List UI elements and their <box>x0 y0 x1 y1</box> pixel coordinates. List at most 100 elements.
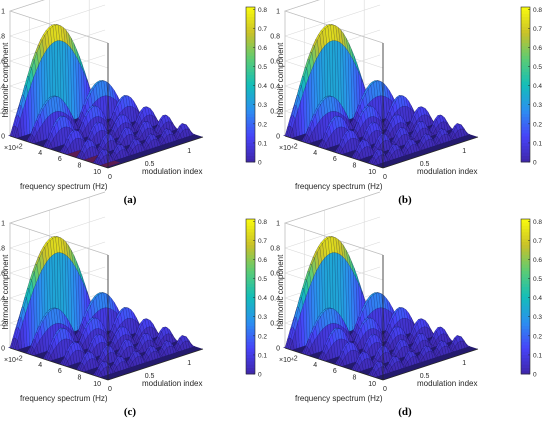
surface-patch <box>190 130 196 136</box>
colorbar-tick-label: 0.2 <box>258 333 267 340</box>
colorbar-segment <box>246 87 255 92</box>
colorbar-segment <box>246 335 255 339</box>
colorbar-segment <box>521 335 530 339</box>
colorbar-segment <box>521 302 530 307</box>
colorbar-segment <box>246 45 255 50</box>
y-tick-label: 4 <box>38 362 42 369</box>
colorbar-segment <box>246 145 255 150</box>
y-axis-label: frequency spectrum (Hz) <box>295 394 383 403</box>
axes-lines <box>9 255 204 381</box>
z-tick-label: 0.2 <box>270 321 280 328</box>
colorbar-segment <box>521 286 530 291</box>
colorbar-segment <box>246 42 255 47</box>
colorbar-segment <box>246 116 255 121</box>
colorbar-segment <box>521 238 530 243</box>
colorbar-tick-label: 0.8 <box>533 219 542 226</box>
colorbar-segment <box>246 94 255 98</box>
colorbar-segment <box>246 293 255 297</box>
colorbar-segment <box>246 29 255 34</box>
colorbar-tick-label: 0.6 <box>533 257 542 264</box>
colorbar-segment <box>521 290 530 294</box>
y-tick-label: 8 <box>77 375 81 382</box>
colorbar-frame <box>245 218 256 375</box>
colorbar-segment <box>521 7 530 11</box>
colorbar-segment <box>521 267 530 272</box>
colorbar-tick-label: 0.6 <box>258 257 267 264</box>
z-axis-label: harmonic component <box>1 42 10 117</box>
colorbar-segment <box>521 280 530 284</box>
colorbar-segment <box>246 328 255 333</box>
colorbar-segment <box>521 26 530 31</box>
x-axis-label: modulation index <box>417 167 477 176</box>
colorbar-tick-label: 0.4 <box>533 83 542 90</box>
colorbar-segment <box>521 84 530 89</box>
colorbar-segment <box>246 228 255 233</box>
y-multiplier-label: ×10⁴ <box>4 357 19 364</box>
colorbar-tick-label: 0.5 <box>533 276 542 283</box>
colorbar-segment <box>246 23 255 27</box>
colorbar-segment <box>521 257 530 262</box>
y-tick-label: 6 <box>58 368 62 375</box>
colorbar-segment <box>246 52 255 56</box>
colorbar-segment <box>521 78 530 82</box>
x-axis-label: modulation index <box>417 379 477 388</box>
colorbar-segment <box>521 231 530 236</box>
colorbar-segment <box>521 120 530 124</box>
axes-box <box>283 191 384 348</box>
colorbar-segment <box>521 52 530 56</box>
colorbar-segment <box>246 299 255 304</box>
colorbar-segment <box>246 332 255 336</box>
colorbar-segment <box>246 7 255 11</box>
x-tick-label: 1 <box>462 360 466 367</box>
x-tick-label: 0.5 <box>420 161 430 168</box>
colorbar-segment <box>521 110 530 114</box>
colorbar-segment <box>246 351 255 356</box>
surface-patch <box>465 342 471 348</box>
colorbar-segment <box>246 273 255 278</box>
y-tick-label: 6 <box>333 156 337 163</box>
colorbar-tick-label: 0.1 <box>533 352 542 359</box>
colorbar-segment <box>246 241 255 246</box>
colorbar-segment <box>246 36 255 40</box>
colorbar-segment <box>521 270 530 275</box>
y-tick-label: 4 <box>38 150 42 157</box>
colorbar-segment <box>246 270 255 275</box>
z-tick-label: 1 <box>1 221 5 228</box>
colorbar-segment <box>246 280 255 284</box>
colorbar-segment <box>246 74 255 79</box>
z-tick-label: 0.6 <box>270 59 280 66</box>
colorbar-segment <box>246 260 255 265</box>
colorbar-segment <box>246 306 255 310</box>
colorbar-segment <box>521 113 530 118</box>
colorbar-segment <box>246 309 255 314</box>
colorbar-segment <box>246 71 255 76</box>
x-tick-label: 1 <box>187 360 191 367</box>
colorbar-segment <box>246 10 255 14</box>
z-tick-label: 0.8 <box>270 246 280 253</box>
y-tick-label: 2 <box>19 143 23 150</box>
panel-label: (d) <box>398 406 412 418</box>
colorbar-segment <box>246 149 255 153</box>
colorbar-segment <box>521 306 530 310</box>
colorbar-segment <box>521 68 530 72</box>
y-tick-label: 10 <box>368 169 376 176</box>
colorbar-segment <box>521 277 530 281</box>
colorbar-tick-label: 0.5 <box>258 64 267 71</box>
colorbar-tick-label: 0.8 <box>258 219 267 226</box>
colorbar-segment <box>246 319 255 323</box>
colorbar-segment <box>521 87 530 92</box>
colorbar-tick-label: 0.5 <box>258 276 267 283</box>
colorbar-segment <box>521 19 530 24</box>
colorbar-segment <box>521 367 530 372</box>
colorbar-segment <box>246 254 255 259</box>
z-tick-label: 0.4 <box>270 84 280 91</box>
colorbar-segment <box>246 315 255 320</box>
colorbar: 00.10.20.30.40.50.60.70.8 <box>245 218 267 379</box>
z-tick-label: 0.8 <box>0 246 5 253</box>
y-tick-label: 8 <box>352 163 356 170</box>
colorbar-segment <box>521 107 530 111</box>
colorbar-segment <box>521 351 530 356</box>
colorbar-segment <box>521 126 530 131</box>
